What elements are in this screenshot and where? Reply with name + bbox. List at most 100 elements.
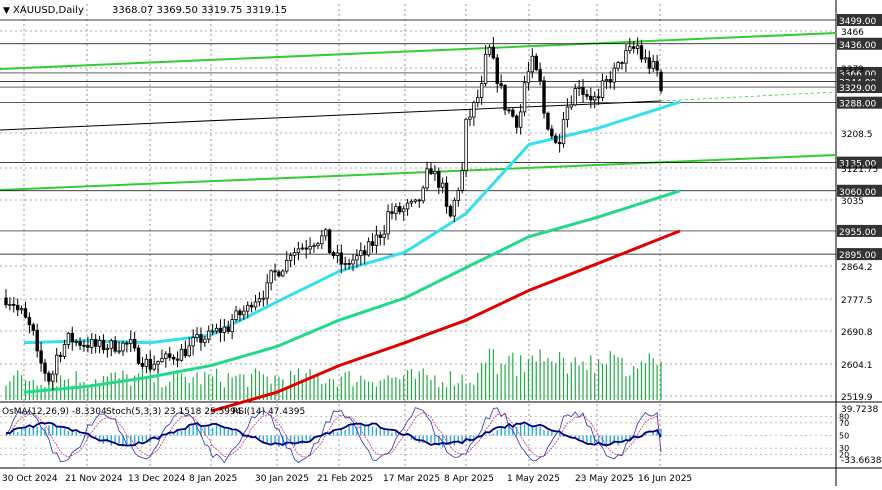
- candle-body: [269, 270, 273, 284]
- candle-body: [300, 247, 305, 250]
- candle-body: [296, 248, 301, 253]
- candle-body: [207, 330, 211, 340]
- candle-body: [93, 339, 98, 347]
- candle-body: [600, 80, 605, 98]
- candle-body: [448, 205, 453, 217]
- candle-body: [152, 363, 156, 370]
- candle-body: [643, 57, 648, 60]
- candle-body: [604, 79, 609, 82]
- candle-body: [398, 206, 402, 213]
- candle-body: [616, 62, 620, 69]
- candle-body: [554, 135, 558, 143]
- candle-body: [374, 234, 379, 246]
- candle-body: [62, 344, 67, 357]
- candle-body: [468, 116, 472, 120]
- chart-ohlc: 3368.07 3369.50 3319.75 3319.15: [112, 5, 287, 16]
- channel-lower-line: [0, 154, 837, 191]
- y-tick-label: 3121.75: [841, 165, 878, 175]
- y-tick-label: 3208.5: [841, 130, 873, 140]
- osc-level-label: 70: [839, 419, 849, 428]
- channel-upper-line: [0, 32, 837, 70]
- candle-body: [58, 354, 63, 357]
- candle-body: [66, 332, 71, 345]
- candle-body: [589, 95, 593, 101]
- candle-body: [573, 88, 577, 106]
- candle-body: [479, 83, 484, 99]
- candle-body: [495, 57, 499, 84]
- price-level-label: 3366.00: [839, 70, 876, 80]
- osc-level-label: 20: [839, 450, 849, 459]
- candle-body: [565, 106, 570, 121]
- candle-body: [226, 326, 230, 333]
- candle-body: [187, 345, 191, 357]
- candle-body: [444, 182, 449, 207]
- support-trendline-extension: [660, 91, 837, 102]
- candle-body: [78, 341, 82, 346]
- candle-body: [370, 241, 375, 246]
- candle-body: [47, 372, 51, 382]
- candle-body: [203, 338, 207, 343]
- x-tick-label: 8 Apr 2025: [444, 474, 494, 484]
- candle-body: [140, 362, 145, 367]
- ema-long-line: [210, 229, 681, 413]
- y-tick-label: 3466: [841, 28, 864, 38]
- candle-body: [230, 319, 234, 333]
- candle-body: [105, 347, 110, 350]
- candle-body: [355, 255, 359, 261]
- candle-body: [168, 353, 172, 358]
- candle-body: [628, 46, 632, 52]
- candle-body: [132, 338, 137, 349]
- osc-level-label: 50: [839, 432, 849, 441]
- candle-body: [546, 112, 550, 130]
- y-tick-label: 2777.5: [841, 296, 873, 306]
- candle-body: [222, 326, 227, 334]
- candle-body: [343, 263, 347, 265]
- candle-body: [27, 316, 32, 326]
- stoch-signal-line: [5, 412, 662, 458]
- candle-body: [437, 170, 441, 188]
- candle-body: [472, 102, 476, 118]
- candle-body: [4, 297, 8, 306]
- candle-body: [281, 270, 285, 277]
- candle-body: [331, 252, 336, 256]
- ema-mid-line: [23, 189, 681, 394]
- candle-body: [249, 304, 254, 308]
- candle-body: [39, 350, 43, 364]
- price-level-tag: [837, 156, 882, 169]
- candle-body: [35, 329, 39, 352]
- candle-body: [160, 358, 164, 362]
- candle-body: [8, 303, 12, 306]
- y-tick-label: 3035: [841, 197, 864, 207]
- candle-body: [635, 45, 640, 49]
- candle-body: [401, 208, 406, 213]
- candle-body: [54, 354, 59, 375]
- price-level-tag: [837, 37, 882, 50]
- x-tick-label: 30 Jan 2025: [255, 474, 309, 484]
- candle-body: [491, 46, 496, 59]
- y-tick-label: 2604.1: [841, 361, 873, 371]
- candle-body: [366, 241, 371, 256]
- candle-body: [632, 46, 636, 49]
- candle-body: [596, 96, 601, 99]
- candle-body: [257, 298, 262, 303]
- candle-body: [503, 85, 507, 111]
- candle-body: [70, 332, 74, 343]
- candle-body: [31, 324, 35, 331]
- candle-body: [515, 115, 519, 128]
- candle-body: [476, 97, 480, 103]
- candle-body: [316, 243, 320, 247]
- expand-arrow-icon[interactable]: ▼: [3, 6, 10, 16]
- osc-level-label: 30: [839, 444, 849, 453]
- candle-body: [659, 71, 663, 92]
- candle-body: [156, 361, 160, 365]
- candle-body: [351, 259, 355, 265]
- price-level-tag: [837, 248, 882, 261]
- price-level-label: 3288.00: [839, 100, 876, 110]
- candle-body: [246, 304, 250, 312]
- x-tick-label: 21 Feb 2025: [317, 474, 373, 484]
- stoch-label: Stoch(5,3,3) 23.1518 25.5994: [106, 407, 242, 417]
- support-trendline: [0, 100, 662, 131]
- candle-body: [82, 344, 86, 347]
